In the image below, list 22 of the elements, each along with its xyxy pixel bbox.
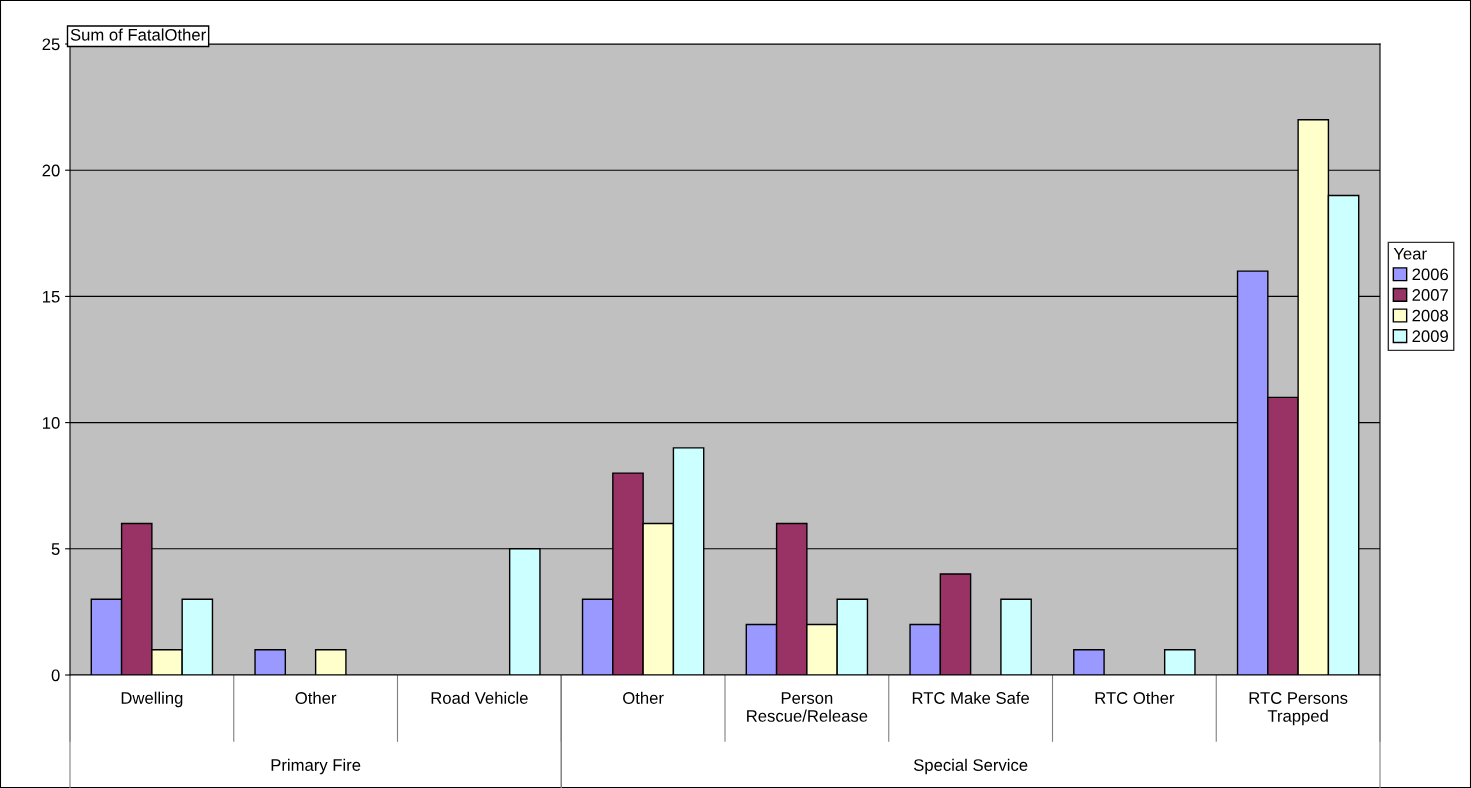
legend-label: 2006: [1412, 268, 1449, 281]
y-tick-label: 20: [42, 164, 60, 177]
legend-label: 2009: [1412, 330, 1448, 343]
legend-label: 2008: [1412, 309, 1449, 322]
x-tick-label: Road Vehicle: [431, 691, 528, 704]
text: Primary Fire: [271, 758, 361, 775]
x-tick-label: Person Rescue/Release: [747, 692, 868, 722]
y-tick-label: 15: [43, 290, 60, 303]
y-tick-label: 0: [51, 669, 60, 682]
y-tick-label: 25: [42, 38, 60, 51]
y-tick-label: 10: [43, 417, 60, 429]
chart-title: Sum of FatalOther: [70, 28, 206, 41]
text: Special Service: [913, 758, 1028, 775]
x-tick-label: Other: [295, 691, 337, 704]
x-tick-label: RTC Make Safe: [912, 691, 1030, 704]
legend-title: Year: [1393, 247, 1427, 260]
x-tick-label: Dwelling: [121, 691, 183, 708]
x-tick-label: RTC Persons Trapped: [1249, 692, 1348, 726]
x-tick-label: RTC Other: [1095, 691, 1175, 704]
x-tick-label: Other: [623, 691, 664, 704]
y-tick-label: 5: [51, 543, 60, 555]
legend-label: 2007: [1412, 289, 1448, 301]
